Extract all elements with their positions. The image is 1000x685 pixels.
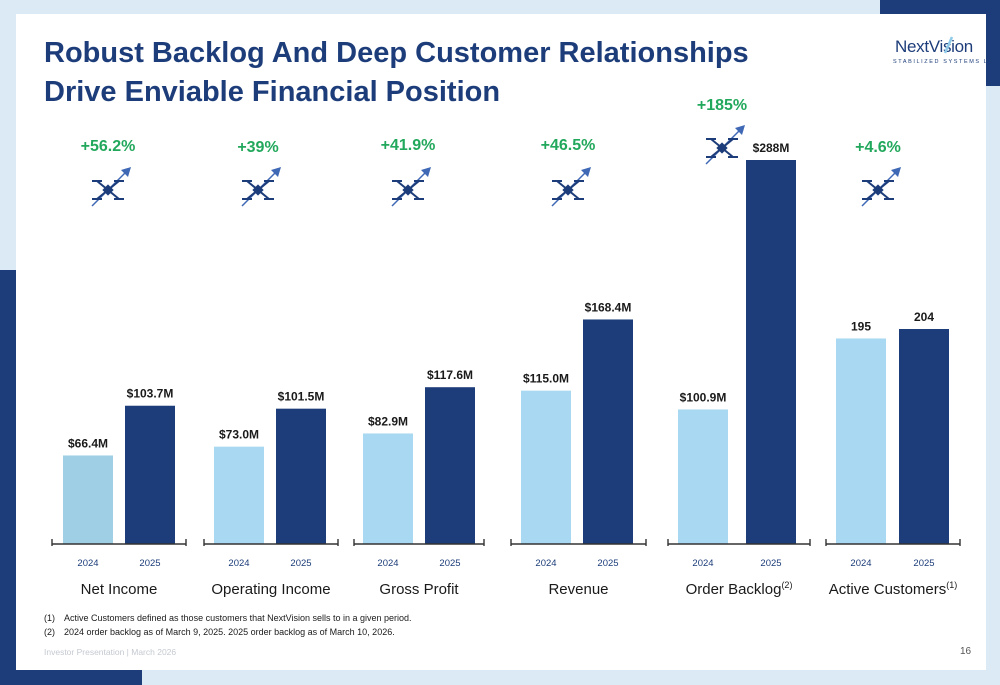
growth-percent: +41.9% xyxy=(381,137,436,154)
bar-2024 xyxy=(836,338,886,544)
bar-2024 xyxy=(678,409,728,544)
footnote-2: (2) 2024 order backlog as of March 9, 202… xyxy=(44,627,395,637)
bar-2025 xyxy=(125,405,175,544)
chart-group-order-backlog: $100.9M 2024 $288M 2025 Order Backlog(2) +185… xyxy=(667,97,811,598)
nextvision-logo: NextVision STABILIZED SYSTEMS LTD xyxy=(893,36,997,71)
logo-accent-icon xyxy=(943,36,954,54)
growth-percent: +39% xyxy=(237,139,278,156)
data-label: $168.4M xyxy=(585,300,632,314)
decor-corner-top-right xyxy=(880,0,1000,14)
decor-edge-right xyxy=(986,14,1000,86)
drone-arrow-icon xyxy=(241,167,281,207)
page-number: 16 xyxy=(960,646,972,657)
year-tick-label: 2024 xyxy=(377,558,398,569)
year-tick-label: 2024 xyxy=(535,558,556,569)
drone-arrow-icon xyxy=(391,167,431,207)
bar-2025 xyxy=(276,408,326,544)
bar-2024 xyxy=(214,446,264,544)
bar-2024 xyxy=(363,433,413,544)
data-label: 195 xyxy=(851,319,871,333)
category-label: Order Backlog(2) xyxy=(686,580,793,598)
chart-group-net-income: $66.4M 2024 $103.7M 2025 Net Income +56.2% xyxy=(51,138,187,598)
data-label: $100.9M xyxy=(680,390,727,404)
growth-percent: +56.2% xyxy=(81,138,136,155)
data-label: 204 xyxy=(914,310,934,324)
year-tick-label: 2025 xyxy=(597,558,618,569)
logo-wordmark: NextVision xyxy=(895,37,973,56)
year-tick-label: 2025 xyxy=(290,558,311,569)
page-title: Robust Backlog And Deep Customer Relatio… xyxy=(44,37,749,108)
year-tick-label: 2024 xyxy=(692,558,713,569)
chart-group-active-customers: 195 2024 204 2025 Active Customers(1) +4.6% xyxy=(825,139,961,598)
year-tick-label: 2025 xyxy=(139,558,160,569)
data-label: $73.0M xyxy=(219,428,259,442)
footnote-1: (1) Active Customers defined as those cus… xyxy=(44,613,412,623)
bar-2024 xyxy=(521,390,571,544)
bar-2024 xyxy=(63,455,113,544)
decor-edge-left xyxy=(0,270,16,670)
decor-corner-bottom-left xyxy=(0,670,142,685)
chart-group-revenue: $115.0M 2024 $168.4M 2025 Revenue +46.5% xyxy=(510,137,647,598)
data-label: $117.6M xyxy=(427,368,473,382)
year-tick-label: 2025 xyxy=(913,558,934,569)
logo-tagline: STABILIZED SYSTEMS LTD xyxy=(893,59,999,65)
data-label: $66.4M xyxy=(68,436,108,450)
year-tick-label: 2024 xyxy=(77,558,98,569)
year-tick-label: 2025 xyxy=(439,558,460,569)
data-label: $101.5M xyxy=(278,390,325,404)
growth-percent: +4.6% xyxy=(855,139,901,156)
bar-2025 xyxy=(899,329,949,544)
category-label: Operating Income xyxy=(211,581,330,598)
category-label: Revenue xyxy=(548,581,608,598)
data-label: $103.7M xyxy=(127,387,174,401)
data-label: $82.9M xyxy=(368,414,408,428)
year-tick-label: 2024 xyxy=(850,558,871,569)
chart-group-operating-income: $73.0M 2024 $101.5M 2025 Operating Income +39… xyxy=(203,139,339,598)
chart-group-gross-profit: $82.9M 2024 $117.6M 2025 Gross Profit +41.9% xyxy=(353,137,485,598)
year-tick-label: 2025 xyxy=(760,558,781,569)
data-label: $288M xyxy=(753,141,790,155)
category-label: Net Income xyxy=(81,581,158,598)
drone-arrow-icon xyxy=(861,167,901,207)
drone-arrow-icon xyxy=(551,167,591,207)
footer-presentation-label: Investor Presentation | March 2026 xyxy=(44,647,177,657)
drone-arrow-icon xyxy=(91,167,131,207)
bar-2025 xyxy=(746,160,796,544)
footnotes: (1) Active Customers defined as those cus… xyxy=(44,611,412,639)
year-tick-label: 2024 xyxy=(228,558,249,569)
category-label: Gross Profit xyxy=(379,581,459,598)
bar-2025 xyxy=(583,319,633,544)
slide-background xyxy=(16,14,986,670)
growth-percent: +46.5% xyxy=(541,137,596,154)
growth-percent: +185% xyxy=(697,97,747,114)
drone-arrow-icon xyxy=(705,125,745,165)
data-label: $115.0M xyxy=(523,372,569,386)
category-label: Active Customers(1) xyxy=(829,580,958,598)
bar-2025 xyxy=(425,387,475,544)
